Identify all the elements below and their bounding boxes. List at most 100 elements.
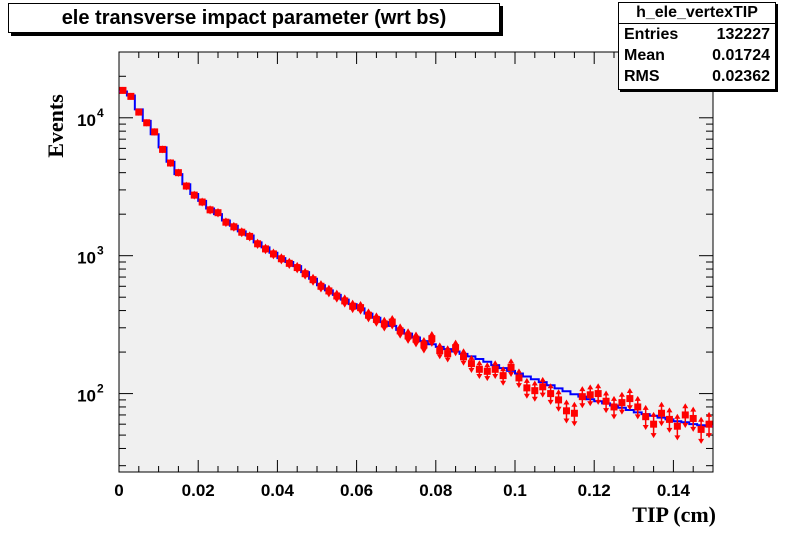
data-point: [610, 403, 618, 411]
error-cap-down: [420, 348, 427, 354]
x-tick-labels: 0 0.02 0.04 0.06 0.08 0.1 0.12 0.14: [114, 481, 690, 500]
error-cap-down: [626, 405, 633, 411]
error-cap-up: [571, 401, 578, 407]
data-point: [673, 422, 681, 430]
error-cap-down: [436, 354, 443, 360]
error-cap-up: [595, 383, 602, 389]
data-point: [475, 365, 483, 373]
error-cap-up: [539, 376, 546, 382]
data-point: [301, 270, 309, 278]
error-cap-down: [508, 371, 515, 377]
data-point: [452, 344, 460, 352]
error-cap-up: [468, 354, 475, 360]
data-point: [174, 169, 182, 177]
error-cap-up: [658, 401, 665, 407]
data-point: [143, 119, 151, 127]
data-point: [705, 420, 713, 428]
y-tick-label: 10: [77, 387, 96, 406]
data-point: [428, 335, 436, 343]
data-point: [586, 391, 594, 399]
data-point: [681, 411, 689, 419]
error-cap-down: [563, 418, 570, 424]
data-point: [262, 245, 270, 253]
error-cap-down: [579, 403, 586, 409]
stats-box: h_ele_vertexTIP Entries 132227 Mean 0.01…: [618, 2, 776, 90]
data-point: [372, 315, 380, 323]
x-tick-label: 0: [114, 481, 123, 500]
y-tick-exponent: 3: [97, 244, 104, 258]
error-cap-down: [428, 341, 435, 347]
error-cap-up: [650, 411, 657, 417]
error-cap-up: [579, 386, 586, 392]
y-tick-exponent: 4: [97, 106, 104, 120]
data-point: [547, 390, 555, 398]
data-point: [380, 320, 388, 328]
data-point: [127, 92, 135, 100]
error-cap-up: [706, 411, 713, 417]
error-cap-down: [698, 438, 705, 444]
x-tick-label: 0.04: [261, 481, 295, 500]
stats-label: Mean: [624, 47, 665, 64]
error-cap-down: [634, 414, 641, 420]
error-cap-up: [674, 413, 681, 419]
data-point: [285, 259, 293, 267]
chart-title: ele transverse impact parameter (wrt bs): [8, 3, 500, 33]
data-point: [349, 302, 357, 310]
error-cap-down: [523, 393, 530, 399]
error-cap-down: [618, 409, 625, 415]
data-point: [642, 413, 650, 421]
error-cap-down: [650, 433, 657, 439]
error-cap-down: [397, 333, 404, 339]
error-cap-down: [389, 324, 396, 330]
y-axis-label: Events: [43, 94, 68, 158]
data-point: [562, 407, 570, 415]
data-point: [388, 318, 396, 326]
error-cap-down: [706, 433, 713, 439]
error-cap-down: [500, 380, 507, 386]
x-tick-label: 0.02: [182, 481, 215, 500]
error-cap-down: [381, 326, 388, 332]
data-point: [119, 86, 127, 94]
data-point: [515, 374, 523, 382]
y-tick-exponent: 2: [97, 382, 104, 396]
error-cap-down: [460, 360, 467, 366]
data-point: [555, 396, 563, 404]
error-cap-up: [413, 331, 419, 337]
data-point: [436, 347, 444, 355]
error-cap-down: [452, 351, 459, 357]
x-tick-label: 0.1: [503, 481, 527, 500]
error-cap-up: [690, 406, 697, 412]
data-point: [634, 403, 642, 411]
error-cap-up: [618, 391, 625, 397]
error-cap-up: [523, 377, 530, 383]
error-cap-up: [500, 366, 507, 372]
data-point: [689, 414, 697, 422]
error-cap-down: [666, 427, 673, 433]
error-cap-up: [642, 404, 649, 410]
data-point: [341, 297, 349, 305]
x-tick-label: 0.08: [419, 481, 452, 500]
stats-title: h_ele_vertexTIP: [619, 3, 775, 24]
data-point: [444, 350, 452, 358]
data-point: [499, 372, 507, 380]
error-cap-up: [397, 323, 404, 329]
error-cap-down: [571, 421, 578, 427]
data-point: [396, 327, 404, 335]
data-point: [523, 384, 531, 392]
error-cap-up: [508, 358, 515, 364]
error-cap-up: [563, 399, 570, 405]
error-cap-down: [611, 414, 617, 420]
stats-label: RMS: [624, 68, 660, 85]
data-point: [333, 292, 341, 300]
data-point: [254, 240, 262, 248]
data-point: [404, 332, 412, 340]
data-point: [618, 399, 626, 407]
error-cap-up: [682, 403, 689, 409]
data-point: [364, 311, 372, 319]
error-cap-up: [515, 368, 522, 374]
stats-row-mean: Mean 0.01724: [619, 45, 775, 66]
error-cap-up: [634, 395, 641, 401]
data-point: [277, 255, 285, 263]
stats-value: 0.02362: [712, 68, 770, 85]
